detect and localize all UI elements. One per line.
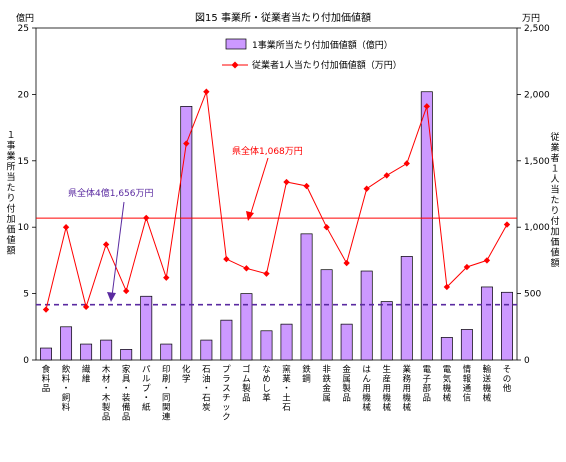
series-line [45, 91, 508, 310]
right-tick-label: 1,000 [524, 223, 550, 233]
legend-line-label: 従業者1人当たり付加価値額（万円） [252, 59, 402, 71]
right-tick-label: 2,000 [524, 90, 550, 100]
category-label: なめし革 [262, 365, 271, 404]
bar [360, 270, 373, 361]
bar-series [40, 91, 513, 361]
category-label: 石油・石炭 [202, 365, 211, 413]
legend: 1事業所当たり付加価値額（億円） 従業者1人当たり付加価値額（万円） [222, 38, 402, 71]
category-label: 輸送機械 [483, 364, 492, 404]
category-label: 食料品 [42, 364, 51, 394]
category-label: 業務用機械 [403, 364, 412, 413]
series-point [203, 88, 210, 95]
category-label: ゴム製品 [242, 364, 251, 404]
category-label: 電子部品 [423, 365, 432, 404]
bar [180, 106, 193, 361]
bar [260, 330, 273, 361]
category-label: はん用機械 [362, 365, 371, 413]
right-tick-label: 2,500 [524, 24, 550, 34]
annotation-per-worker-arrowhead [246, 211, 254, 221]
left-axis: 0 5 10 15 20 25 [18, 24, 36, 366]
category-label: 情報通信 [463, 364, 472, 404]
annotation-per-worker-arrow [249, 157, 269, 217]
bar [120, 349, 133, 361]
category-label: プラスチック [222, 365, 231, 423]
series-point [62, 224, 70, 231]
bar [400, 256, 413, 361]
bar [240, 293, 253, 361]
annotation-per-worker: 県全体1,068万円 [232, 145, 303, 221]
right-tick-label: 0 [524, 356, 530, 366]
bar [100, 339, 113, 361]
category-label: その他 [503, 365, 512, 394]
left-axis-unit: 億円 [16, 12, 34, 24]
annotation-per-establishment-label: 県全体4億1,656万円 [68, 187, 154, 199]
bar [320, 269, 333, 361]
left-tick-label: 15 [18, 157, 29, 167]
annotation-per-establishment-arrow [111, 201, 125, 297]
right-axis: 0 500 1,000 1,500 2,000 2,500 [517, 24, 550, 366]
left-axis-label: １事業所当たり付加価値額 [6, 131, 15, 257]
category-labels: 食料品 飲料・飼料 繊維 木材・木製品 家具・装備品 パルプ・紙 印刷・同関連 化学 石油・石炭… [42, 364, 512, 423]
category-label: 窯業・土石 [282, 364, 291, 413]
chart-title: 図15 事業所・従業者当たり付加価値額 [195, 11, 371, 24]
bar [480, 286, 493, 361]
legend-bar-label: 1事業所当たり付加価値額（億円） [252, 39, 393, 51]
left-tick-label: 5 [23, 290, 29, 300]
bar [140, 295, 153, 361]
bar [300, 233, 313, 361]
annotation-per-establishment-arrowhead [107, 292, 116, 302]
category-label: 金属製品 [342, 364, 351, 404]
category-label: 家具・装備品 [122, 364, 131, 423]
legend-line-marker [231, 61, 239, 69]
annotation-per-establishment: 県全体4億1,656万円 [68, 187, 154, 302]
bar [460, 329, 473, 361]
bar [340, 323, 353, 361]
reference-lines [36, 217, 517, 306]
bar [220, 319, 233, 361]
category-label: 化学 [182, 364, 191, 385]
bar [501, 291, 513, 361]
bar [40, 347, 52, 361]
series-point [143, 214, 150, 222]
left-tick-label: 0 [23, 356, 29, 366]
bar [200, 339, 213, 361]
bar [60, 326, 73, 361]
category-label: 鉄鋼 [302, 364, 311, 385]
left-tick-label: 10 [18, 223, 30, 233]
left-tick-label: 25 [18, 24, 29, 34]
category-label: パルプ・紙 [142, 365, 151, 413]
legend-bar-swatch [225, 38, 247, 50]
right-tick-label: 1,500 [524, 157, 550, 167]
category-label: 非鉄金属 [322, 364, 331, 404]
series-point [102, 241, 110, 248]
category-label: 飲料・飼料 [62, 364, 71, 413]
bar [80, 343, 93, 361]
category-label: 生産用機械 [382, 364, 391, 413]
bar [160, 343, 173, 361]
bar [280, 323, 293, 361]
bar [420, 91, 433, 361]
right-axis-unit: 万円 [522, 13, 540, 24]
series-point [183, 140, 190, 147]
bar [440, 337, 453, 361]
right-axis-label: 従業者１人当たり付加価値額 [550, 131, 559, 269]
category-label: 繊維 [82, 364, 91, 385]
category-label: 印刷・同関連 [162, 364, 171, 423]
annotation-per-worker-label: 県全体1,068万円 [232, 145, 303, 157]
left-tick-label: 20 [18, 90, 30, 100]
category-label: 木材・木製品 [102, 364, 111, 423]
bar [380, 301, 393, 361]
category-label: 電気機械 [443, 365, 452, 404]
right-tick-label: 500 [524, 290, 541, 300]
